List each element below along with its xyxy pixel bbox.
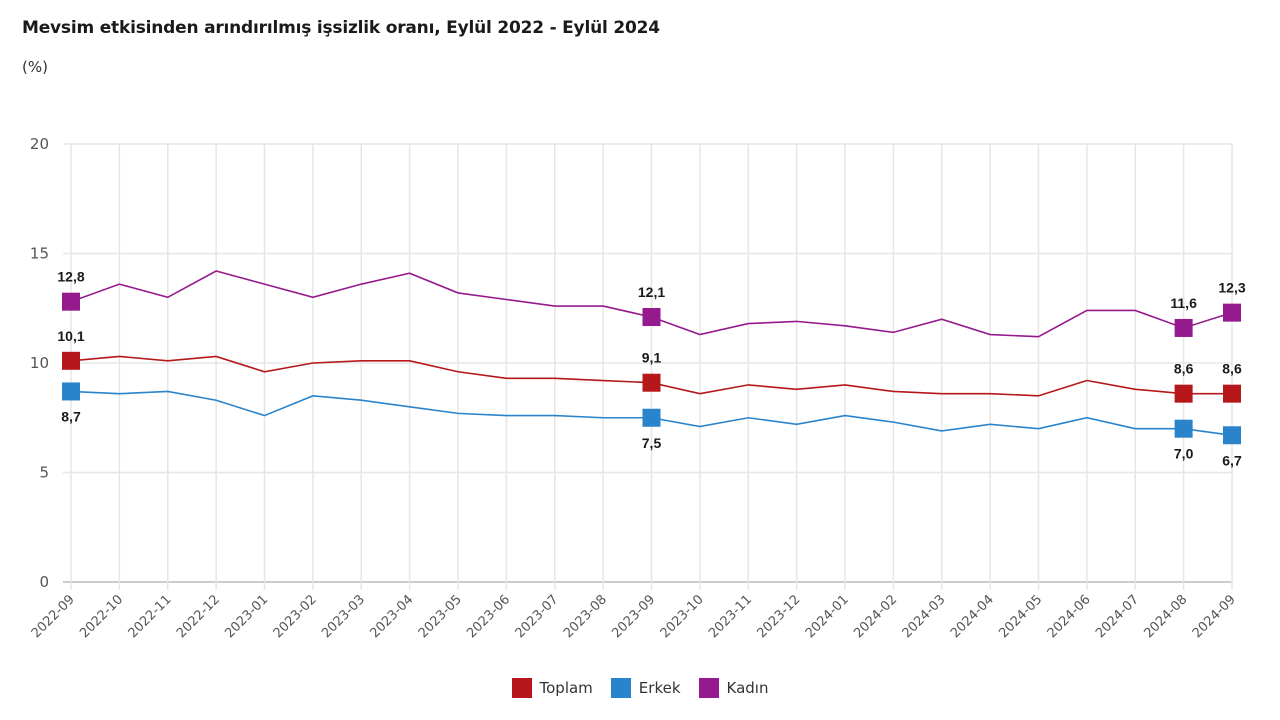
legend-label: Kadın — [726, 679, 769, 697]
data-label: 8,6 — [1222, 361, 1242, 377]
series-group — [62, 270, 1241, 445]
legend-swatch — [511, 678, 532, 698]
legend-item-kadın[interactable]: Kadın — [698, 678, 769, 698]
chart-title: Mevsim etkisinden arındırılmış işsizlik … — [22, 18, 660, 38]
x-tick-label: 2024-02 — [851, 592, 900, 641]
data-marker — [642, 308, 661, 327]
x-tick-label: 2022-12 — [174, 592, 223, 641]
y-tick-label: 5 — [39, 464, 49, 482]
data-marker — [1223, 426, 1241, 445]
x-tick-label: 2023-10 — [658, 592, 707, 641]
data-labels: 10,1 9,1 8,6 8,6 8,7 7,5 7,0 6,7 12,8 12,1 11,6 12,… — [57, 269, 1245, 469]
legend: Toplam Erkek Kadın — [0, 678, 1280, 698]
data-marker — [1174, 318, 1193, 337]
data-marker — [62, 382, 80, 401]
data-label: 12,3 — [1218, 280, 1245, 296]
data-marker — [1174, 419, 1193, 438]
x-tick-label: 2022-11 — [126, 592, 175, 641]
data-marker — [1223, 384, 1241, 403]
x-tick-label: 2024-04 — [948, 592, 997, 641]
x-tick-label: 2022-09 — [29, 592, 78, 641]
y-axis: 0 5 10 15 20 — [30, 135, 49, 591]
data-label: 6,7 — [1222, 452, 1242, 468]
legend-label: Toplam — [539, 679, 593, 697]
data-label: 9,1 — [642, 350, 662, 366]
x-tick-label: 2024-01 — [803, 592, 852, 641]
x-tick-label: 2024-05 — [996, 592, 1045, 641]
data-label: 8,7 — [61, 408, 81, 424]
x-tick-label: 2022-10 — [77, 592, 126, 641]
legend-item-erkek[interactable]: Erkek — [610, 678, 681, 698]
data-marker — [642, 373, 661, 392]
data-label: 8,6 — [1174, 361, 1194, 377]
y-tick-label: 15 — [30, 245, 49, 263]
x-tick-label: 2023-05 — [416, 592, 465, 641]
x-tick-label: 2023-07 — [513, 592, 562, 641]
x-tick-label: 2024-06 — [1045, 592, 1094, 641]
x-tick-label: 2024-03 — [900, 592, 949, 641]
data-marker — [1174, 384, 1193, 403]
x-tick-label: 2023-03 — [319, 592, 368, 641]
y-tick-label: 0 — [39, 573, 49, 591]
y-tick-label: 20 — [30, 135, 49, 153]
data-label: 7,5 — [642, 435, 662, 451]
x-tick-label: 2023-11 — [706, 592, 755, 641]
data-label: 12,1 — [638, 284, 665, 300]
chart-unit-label: (%) — [22, 58, 48, 76]
legend-label: Erkek — [638, 679, 681, 697]
x-tick-label: 2024-09 — [1190, 592, 1239, 641]
data-label: 10,1 — [57, 328, 84, 344]
x-tick-label: 2023-08 — [561, 592, 610, 641]
x-tick-label: 2023-02 — [271, 592, 320, 641]
x-tick-label: 2023-01 — [222, 592, 271, 641]
data-label: 12,8 — [57, 269, 84, 285]
x-tick-label: 2023-12 — [754, 592, 803, 641]
data-marker — [642, 408, 661, 427]
y-tick-label: 10 — [30, 354, 49, 372]
data-label: 11,6 — [1170, 295, 1197, 311]
data-marker — [62, 351, 80, 370]
x-tick-label: 2023-04 — [367, 592, 416, 641]
legend-swatch — [698, 678, 719, 698]
data-marker — [62, 292, 80, 311]
data-marker — [1223, 303, 1241, 322]
grid — [63, 143, 1233, 590]
legend-swatch — [610, 678, 631, 698]
x-tick-label: 2024-07 — [1093, 592, 1142, 641]
x-tick-label: 2024-08 — [1141, 592, 1190, 641]
x-tick-label: 2023-09 — [609, 592, 658, 641]
legend-item-toplam[interactable]: Toplam — [511, 678, 593, 698]
x-tick-label: 2023-06 — [464, 592, 513, 641]
x-axis: 2022-09 2022-10 2022-11 2022-12 2023-01 2023-… — [29, 592, 1239, 641]
data-label: 7,0 — [1174, 446, 1194, 462]
